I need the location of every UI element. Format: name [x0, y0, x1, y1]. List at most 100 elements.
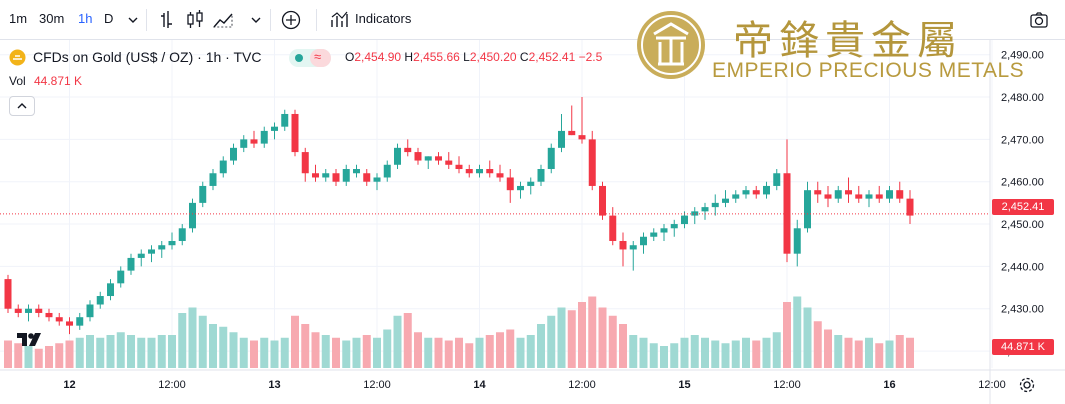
- volume-bar: [865, 337, 873, 368]
- volume-bar: [783, 302, 791, 368]
- volume-bar: [526, 335, 535, 368]
- candle-body: [793, 228, 801, 254]
- candle-body: [845, 190, 852, 195]
- x-tick-label: 12:00: [158, 379, 186, 391]
- volume-bar: [824, 329, 832, 368]
- candle-body: [681, 215, 688, 225]
- y-tick-label: 2,450.00: [1001, 219, 1044, 231]
- volume-bar: [752, 340, 761, 368]
- indicators-icon[interactable]: [329, 9, 351, 31]
- volume-bar: [670, 343, 679, 368]
- volume-bar: [537, 324, 545, 368]
- candle-body: [107, 283, 114, 297]
- gear-icon[interactable]: [1018, 376, 1036, 394]
- volume-bar: [198, 315, 207, 368]
- y-tick-label: 2,430.00: [1001, 304, 1044, 316]
- candle-body: [178, 228, 186, 241]
- camera-icon[interactable]: [1028, 9, 1050, 31]
- candle-body: [875, 194, 883, 199]
- candle-body: [373, 177, 381, 182]
- volume-bar: [168, 335, 176, 368]
- candle-body: [629, 245, 637, 250]
- candle-body: [332, 173, 340, 182]
- candle-body: [506, 177, 514, 191]
- indicators-button[interactable]: Indicators: [355, 11, 412, 26]
- volume-bar: [4, 340, 12, 368]
- candle-body: [763, 185, 770, 195]
- candle-body: [486, 169, 494, 174]
- volume-bar: [772, 332, 781, 368]
- candle-body: [342, 169, 350, 182]
- candle-body: [250, 139, 258, 144]
- volume-bar: [844, 337, 853, 368]
- volume-bar: [352, 337, 361, 368]
- candle-body: [455, 164, 463, 170]
- volume-bar: [137, 337, 146, 368]
- candle-body: [619, 240, 627, 250]
- volume-bar: [106, 335, 115, 368]
- candle-body: [527, 181, 535, 186]
- volume-bar: [188, 307, 197, 368]
- toolbar-divider: [316, 9, 317, 31]
- bar-style-icon[interactable]: [157, 9, 179, 31]
- symbol-title[interactable]: CFDs on Gold (US$ / OZ) · 1h · TVC: [33, 49, 262, 65]
- tradingview-logo[interactable]: [16, 330, 44, 348]
- candle-body: [271, 126, 278, 131]
- x-tick-label: 12:00: [773, 379, 801, 391]
- interval-1m[interactable]: 1m: [9, 11, 28, 26]
- candle-body: [732, 194, 740, 199]
- interval-1h[interactable]: 1h: [78, 11, 93, 26]
- volume-bar: [885, 340, 894, 368]
- candle-body: [804, 190, 811, 229]
- volume-bar: [434, 337, 443, 368]
- candle-body: [650, 232, 658, 237]
- y-tick-label: 2,480.00: [1001, 92, 1044, 104]
- candle-body: [424, 156, 432, 161]
- volume-bar: [116, 332, 125, 368]
- candle-body: [414, 152, 422, 161]
- interval-d[interactable]: D: [104, 11, 114, 26]
- volume-bar: [24, 346, 33, 368]
- candle-body: [701, 207, 709, 212]
- volume-bar: [34, 348, 43, 368]
- candle-body: [742, 190, 750, 195]
- volume-bar: [373, 337, 381, 368]
- volume-bar: [403, 313, 412, 368]
- volume-bar: [96, 337, 105, 368]
- volume-bar: [608, 315, 617, 368]
- delayed-badge[interactable]: ≈: [310, 49, 331, 67]
- candle-body: [773, 173, 781, 186]
- volume-bar: [250, 340, 258, 368]
- low-value: 2,450.20: [469, 50, 517, 64]
- candle-body: [219, 160, 227, 174]
- y-tick-label: 2,490.00: [1001, 50, 1044, 62]
- volume-bar: [649, 343, 658, 368]
- volume-bar: [906, 337, 914, 368]
- candle-body: [517, 185, 524, 191]
- price-chart[interactable]: 2,420.002,430.002,440.002,450.002,460.00…: [0, 40, 1065, 404]
- open-label: O: [345, 50, 355, 64]
- volume-bar: [660, 346, 668, 368]
- add-circle-icon[interactable]: [280, 9, 302, 31]
- candle-body: [537, 169, 545, 182]
- close-label: C: [519, 50, 529, 64]
- x-tick-label: 12: [63, 379, 75, 391]
- open-value: 2,454.90: [354, 50, 402, 64]
- candle-body: [496, 173, 504, 178]
- volume-bar: [557, 307, 566, 368]
- candle-body: [66, 321, 73, 326]
- candle-body: [465, 169, 473, 174]
- chevron-down-icon[interactable]: [245, 9, 267, 31]
- area-style-icon[interactable]: [212, 9, 234, 31]
- brand-chinese: 帝鋒貴金屬: [733, 18, 963, 64]
- candle-body: [670, 224, 678, 229]
- collapse-legend-button[interactable]: [9, 96, 35, 116]
- candle-body: [814, 190, 822, 195]
- candle-style-icon[interactable]: [184, 9, 206, 31]
- volume-bar: [619, 324, 627, 368]
- interval-30m[interactable]: 30m: [39, 11, 65, 26]
- last-price-tag: 2,452.41: [992, 199, 1054, 215]
- candle-body: [168, 240, 176, 246]
- candle-body: [588, 139, 596, 186]
- chevron-down-icon[interactable]: [122, 9, 144, 31]
